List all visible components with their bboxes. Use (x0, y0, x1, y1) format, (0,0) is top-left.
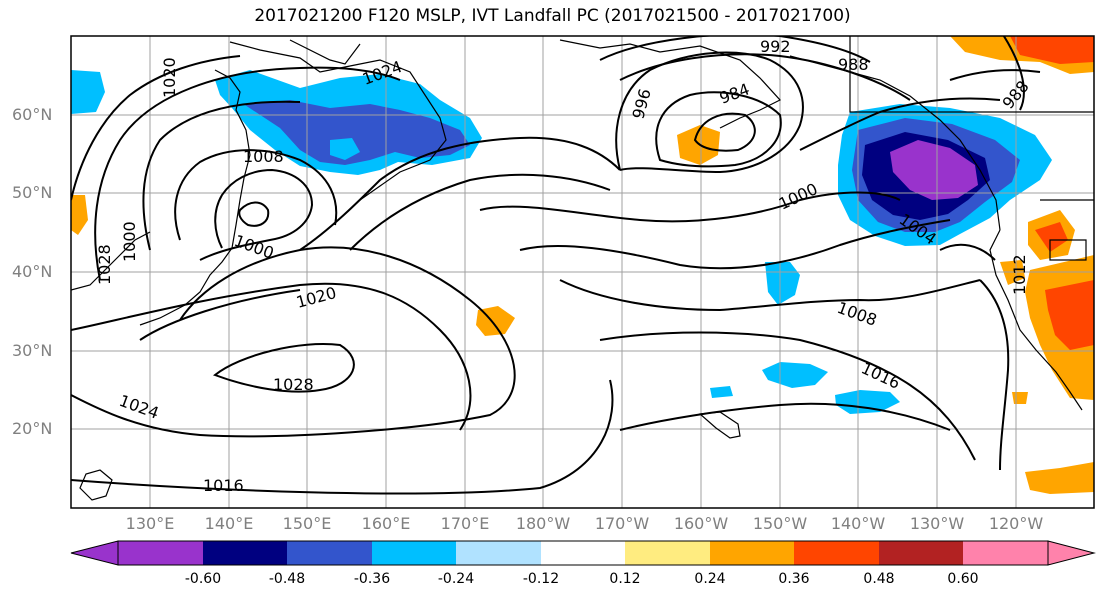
lon-label: 160°E (361, 514, 411, 533)
colorbar-extend-right (1047, 540, 1096, 566)
lon-label: 130°E (125, 514, 175, 533)
contour-label: 1008 (835, 298, 880, 330)
lon-label: 180°W (515, 514, 571, 533)
colorbar-tick-label: 0.12 (609, 571, 641, 587)
lat-label: 50°N (12, 183, 53, 202)
mslp-isobars (71, 36, 1041, 495)
colorbar-segment (203, 541, 287, 565)
lat-label: 20°N (12, 419, 53, 438)
contour-label: 1028 (273, 375, 314, 394)
contour-label: 1000 (776, 179, 821, 213)
colorbar-segment (963, 541, 1048, 565)
colorbar-tick-label: 0.24 (694, 571, 726, 587)
ivt-positive-anomaly-shading (71, 36, 1094, 494)
lon-label: 130°W (909, 514, 965, 533)
contour-label: 988 (999, 77, 1033, 113)
colorbar-segment (541, 541, 625, 565)
contour-label: 1000 (232, 231, 277, 263)
contour-label: 1012 (1010, 254, 1029, 295)
map-frame (70, 35, 1095, 509)
colorbar-segment (794, 541, 879, 565)
lon-label: 150°W (752, 514, 808, 533)
colorbar-tick-label: 0.48 (863, 571, 895, 587)
colorbar-segment (625, 541, 710, 565)
lon-label: 140°W (830, 514, 886, 533)
lon-label: 170°W (594, 514, 650, 533)
ivt-negative-anomaly-shading (71, 70, 1052, 414)
lat-label: 30°N (12, 341, 53, 360)
contour-label: 996 (629, 87, 655, 121)
lon-label: 150°E (282, 514, 332, 533)
contour-label: 1020 (160, 57, 179, 98)
colorbar-extend-left (70, 540, 119, 566)
coastlines (71, 36, 1094, 501)
contour-label: 1016 (858, 358, 903, 392)
colorbar-tick-label: -0.24 (437, 571, 475, 587)
colorbar-tick-label: -0.12 (522, 571, 560, 587)
colorbar-segment (372, 541, 456, 565)
lat-label: 60°N (12, 105, 53, 124)
lon-label: 170°E (440, 514, 490, 533)
colorbar (70, 540, 1096, 566)
colorbar-tick-label: 0.36 (778, 571, 810, 587)
colorbar-segment (456, 541, 541, 565)
contour-label: 1028 (95, 244, 114, 285)
contour-label: 1008 (243, 147, 284, 166)
chart-title: 2017021200 F120 MSLP, IVT Landfall PC (2… (254, 6, 851, 26)
contour-label: 1020 (294, 283, 338, 312)
contour-label: 992 (760, 37, 791, 56)
colorbar-segment (287, 541, 372, 565)
contour-label: 984 (717, 79, 752, 107)
colorbar-tick-label: 0.60 (947, 571, 979, 587)
colorbar-segment (710, 541, 794, 565)
colorbar-tick-label: -0.36 (353, 571, 391, 587)
contour-label: 1016 (203, 476, 244, 495)
colorbar-segment (879, 541, 963, 565)
lat-label: 40°N (12, 262, 53, 281)
lon-label: 120°W (988, 514, 1044, 533)
colorbar-tick-label: -0.60 (184, 571, 222, 587)
colorbar-tick-label: -0.48 (268, 571, 306, 587)
colorbar-segment (118, 541, 203, 565)
lon-label: 140°E (204, 514, 254, 533)
contour-label: 1000 (120, 221, 139, 262)
lon-label: 160°W (673, 514, 729, 533)
contour-label: 988 (838, 55, 869, 74)
